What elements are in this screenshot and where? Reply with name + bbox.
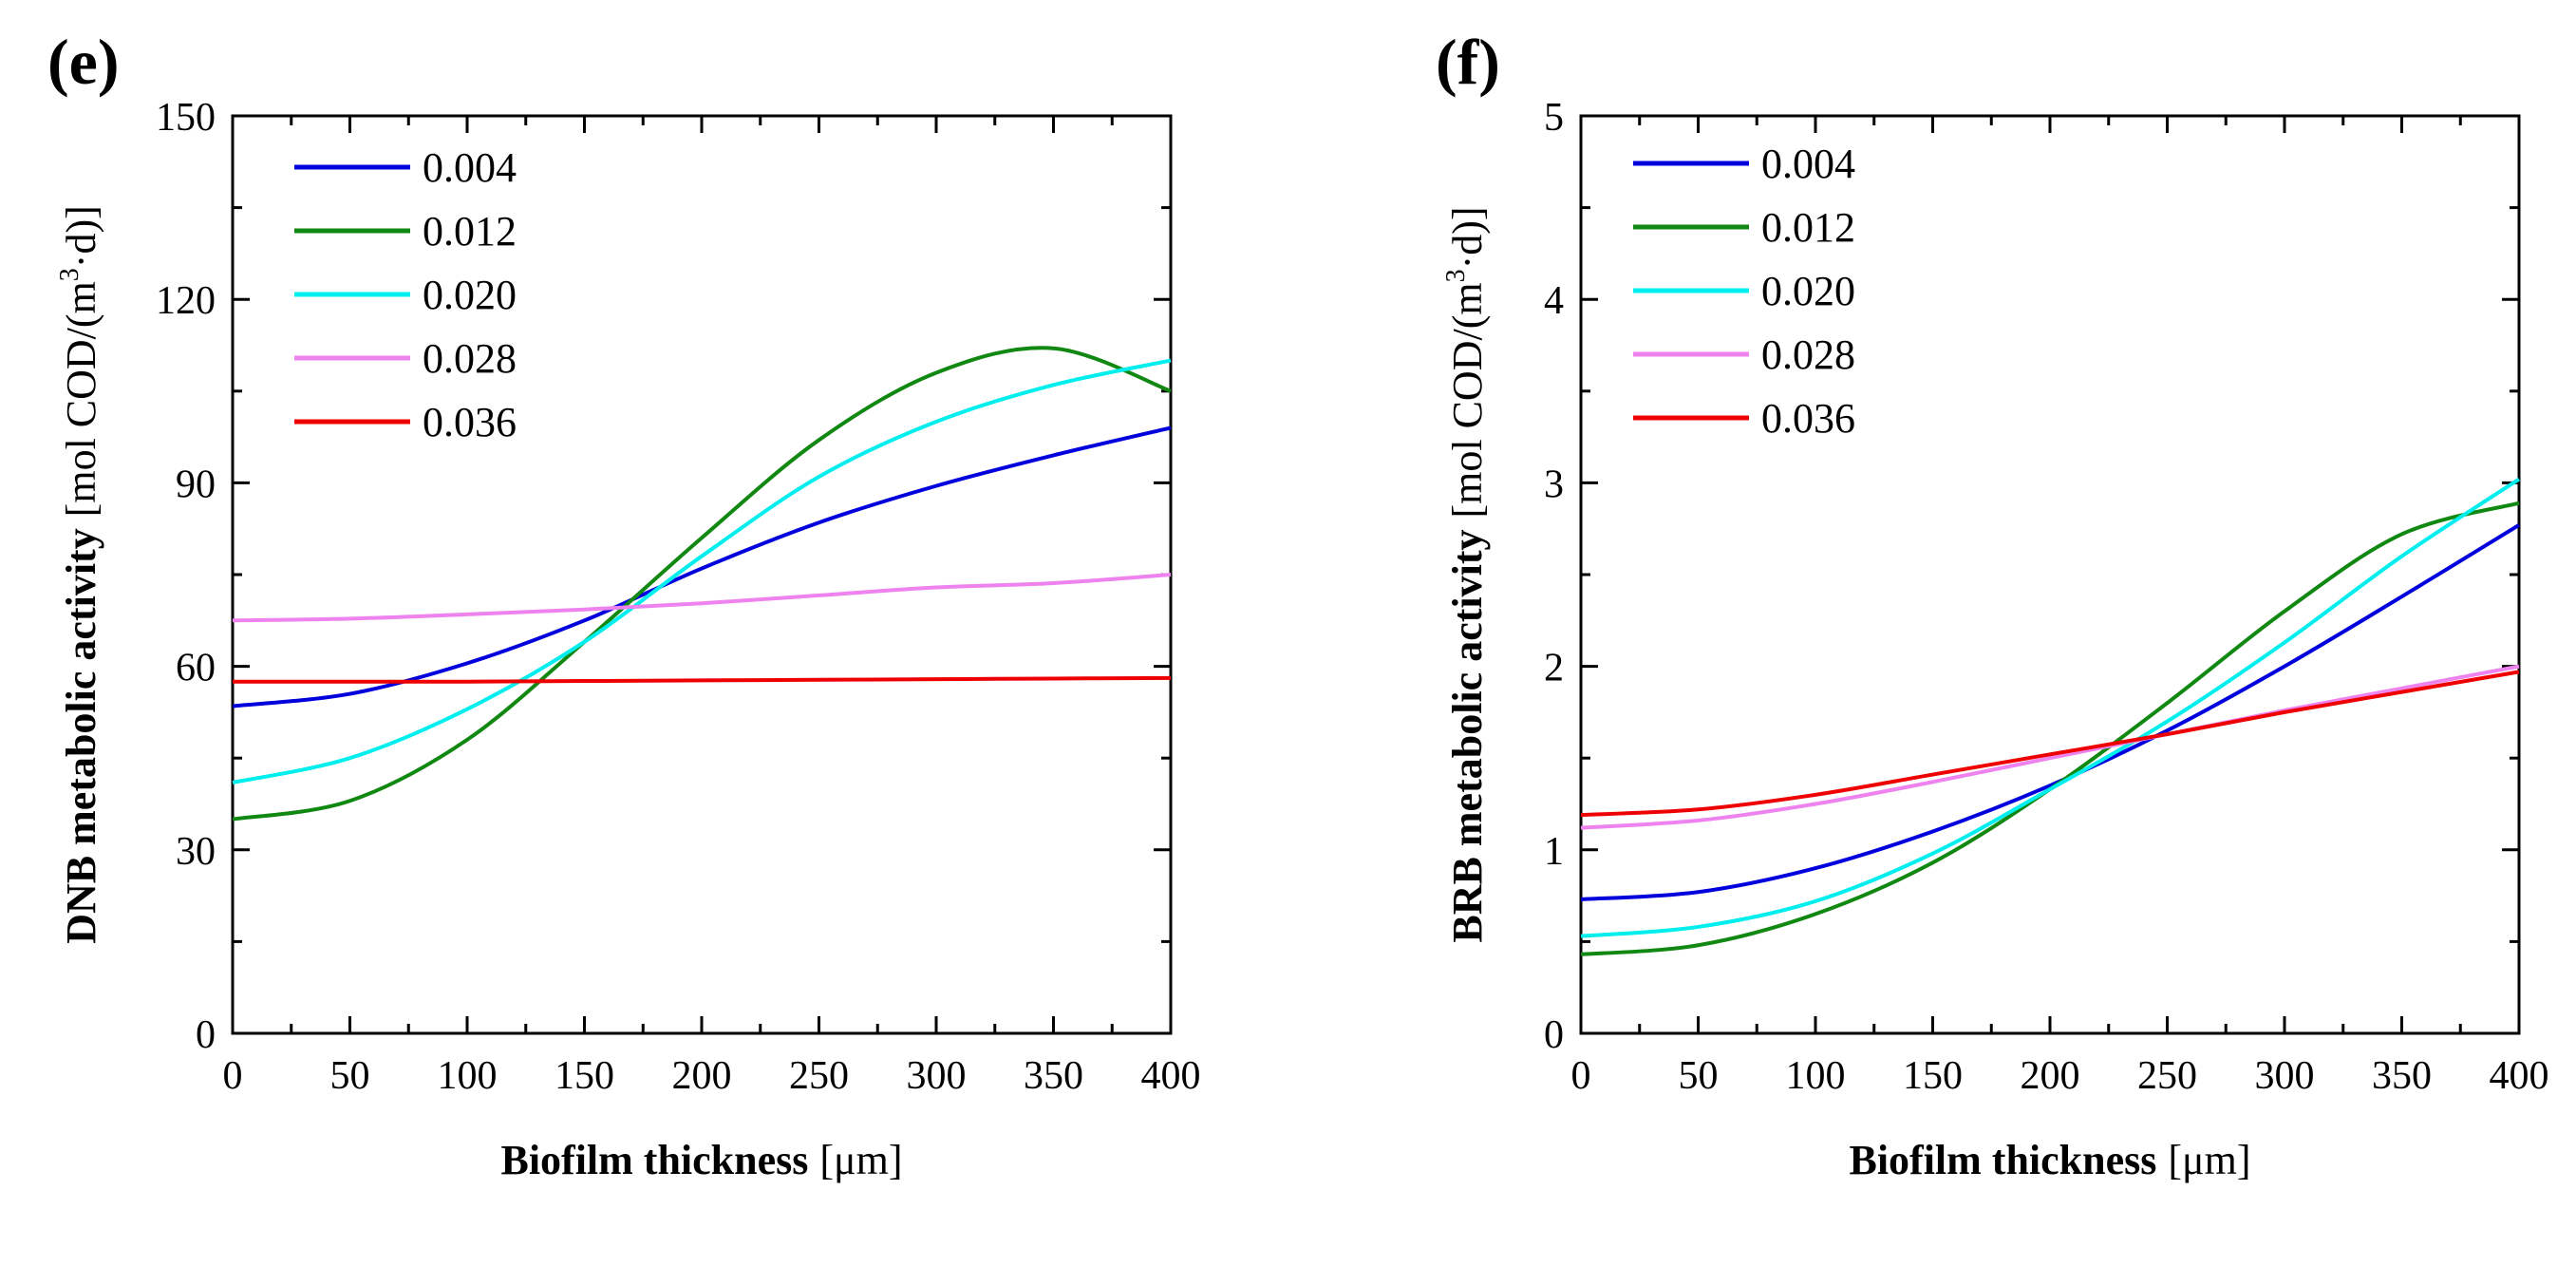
y-axis-title: BRB metabolic activity [mol COD/(m3·d)] [1441, 206, 1491, 942]
legend-label: 0.028 [1761, 331, 1855, 378]
panel-f: (f) 0 50 100 150 200 250 300 350 400 0 1 2 3 4 5 Biofilm… [1436, 26, 2549, 1183]
x-tick-label: 200 [2021, 1054, 2080, 1098]
y-tick-label: 5 [1544, 96, 1564, 140]
x-axis-unit: [μm] [2168, 1137, 2250, 1183]
series-line-0.004 [232, 425, 1172, 709]
y-tick-label: 30 [176, 830, 216, 874]
legend-label: 0.028 [423, 335, 517, 382]
x-tick-label: 300 [907, 1054, 967, 1098]
x-tick-label: 50 [1679, 1054, 1719, 1098]
y-axis-unit-superscript: 3 [55, 268, 85, 281]
x-tick-label: 400 [2490, 1054, 2549, 1098]
y-tick-label: 4 [1544, 279, 1564, 323]
legend-label: 0.020 [1761, 268, 1855, 314]
legend-label: 0.004 [1761, 141, 1855, 187]
y-tick-label: 0 [1544, 1013, 1564, 1057]
x-tick-label: 250 [2137, 1054, 2197, 1098]
y-tick-label: 1 [1544, 830, 1564, 874]
legend-label: 0.004 [423, 144, 517, 191]
x-tick-label: 50 [330, 1054, 370, 1098]
y-axis-unit: [mol COD/(m [58, 281, 104, 517]
series-line-0.020 [1580, 477, 2521, 938]
x-axis-unit: [μm] [819, 1137, 902, 1183]
plot-frame [231, 114, 1173, 1035]
legend-label: 0.036 [1761, 395, 1855, 442]
y-tick-label: 120 [156, 279, 216, 323]
x-axis-title: Biofilm thickness [μm] [500, 1137, 902, 1183]
panel-label: (e) [47, 26, 119, 98]
x-tick-label: 250 [789, 1054, 849, 1098]
x-axis-title-text: Biofilm thickness [1849, 1137, 2156, 1183]
y-axis-title: DNB metabolic activity [mol COD/(m3·d)] [55, 205, 104, 944]
legend-label: 0.020 [423, 272, 517, 318]
series-line-0.036 [1580, 670, 2520, 818]
legend-label: 0.012 [423, 208, 517, 255]
x-tick-label: 100 [438, 1054, 498, 1098]
legend-label: 0.012 [1761, 204, 1855, 251]
y-axis-unit: [mol COD/(m [1444, 282, 1491, 518]
y-tick-label: 60 [176, 647, 216, 690]
panel-label: (f) [1436, 26, 1500, 98]
x-axis-title: Biofilm thickness [μm] [1849, 1137, 2250, 1183]
series-line-0.020 [232, 358, 1172, 784]
x-tick-label: 0 [1571, 1054, 1591, 1098]
x-tick-label: 100 [1786, 1054, 1846, 1098]
x-tick-label: 0 [223, 1054, 243, 1098]
y-tick-label: 3 [1544, 463, 1564, 506]
x-tick-label: 400 [1141, 1054, 1201, 1098]
y-tick-label: 90 [176, 463, 216, 506]
series-line-0.012 [232, 346, 1172, 822]
x-axis-title-text: Biofilm thickness [500, 1137, 808, 1183]
y-axis-unit-end: ·d)] [58, 205, 104, 268]
y-tick-label: 150 [156, 96, 216, 140]
x-tick-label: 350 [2372, 1054, 2432, 1098]
x-tick-label: 150 [1903, 1054, 1963, 1098]
y-tick-label: 0 [196, 1013, 216, 1057]
y-axis-unit-superscript: 3 [1441, 269, 1471, 282]
series-line-0.028 [1580, 664, 2520, 830]
y-axis-title-text: BRB metabolic activity [1444, 530, 1491, 943]
x-tick-label: 150 [555, 1054, 614, 1098]
x-tick-label: 200 [672, 1054, 732, 1098]
series-line-0.028 [232, 573, 1172, 623]
series-line-0.036 [233, 675, 1172, 684]
panel-e: (e) 0 50 100 150 200 250 300 350 400 0 30 60 90 120 150… [47, 26, 1201, 1183]
series-line-0.004 [1580, 523, 2521, 901]
x-tick-label: 350 [1024, 1054, 1083, 1098]
legend-label: 0.036 [423, 399, 517, 445]
y-axis-title-text: DNB metabolic activity [58, 528, 104, 943]
y-axis-unit-end: ·d)] [1444, 206, 1491, 269]
y-tick-label: 2 [1544, 647, 1564, 690]
x-tick-label: 300 [2255, 1054, 2315, 1098]
